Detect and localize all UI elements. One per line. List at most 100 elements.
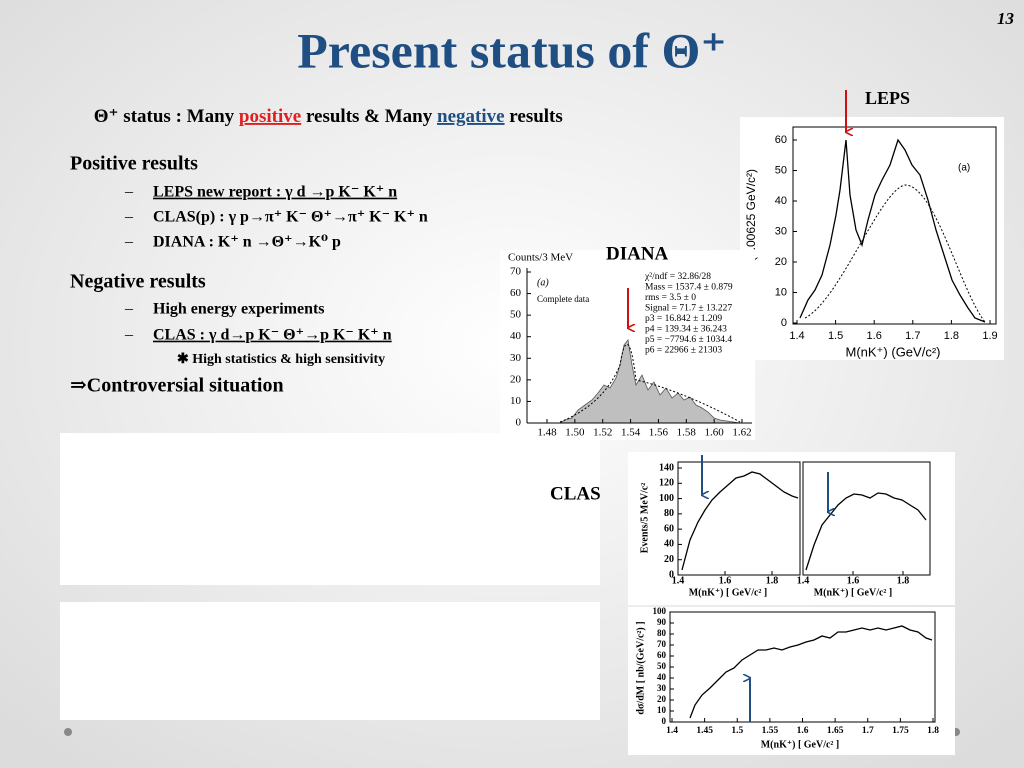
x-tick-label: 1.54	[621, 427, 641, 439]
x-tick-label: 1.58	[677, 427, 697, 439]
y-tick-label: 10	[657, 705, 667, 715]
y-tick-label: 60	[510, 287, 522, 299]
y-tick-label: 50	[775, 164, 787, 176]
fit-curve	[559, 343, 741, 423]
y-tick-label: 0	[781, 317, 787, 329]
figure-frame	[740, 117, 1004, 360]
x-tick-label: 1.7	[905, 330, 920, 342]
status-part: Θ⁺ status : Many	[94, 106, 239, 127]
fit-parameter: p3 = 16.842 ± 1.209	[645, 314, 722, 324]
fit-parameter: Signal = 71.7 ± 13.227	[645, 304, 732, 314]
fit-parameter: rms = 3.5 ± 0	[645, 293, 696, 303]
y-tick-label: 70	[657, 639, 667, 649]
x-tick-label: 1.75	[892, 726, 909, 736]
heading: Positive results	[70, 153, 198, 175]
y-tick-label: 30	[657, 683, 667, 693]
x-tick-label: 1.6	[847, 575, 860, 586]
y-tick-label: 20	[657, 694, 667, 704]
axes	[802, 461, 931, 576]
item: CLAS : γ d→p K⁻ Θ⁺→p K⁻ K⁺ n	[153, 327, 392, 344]
dash: –	[124, 301, 134, 318]
data-trace	[689, 625, 933, 719]
y-tick-label: 40	[664, 539, 674, 550]
negative-word: negative	[437, 106, 505, 127]
x-tick-label: 1.4	[797, 575, 810, 586]
y-tick-label: 30	[775, 225, 787, 237]
y-tick-label: 40	[775, 195, 787, 207]
x-axis-label: M(nK⁺) [ GeV/c² ]	[689, 587, 768, 598]
y-tick-label: 60	[775, 134, 787, 146]
x-tick-label: 1.4	[672, 575, 685, 586]
dash: –	[124, 234, 134, 251]
y-tick-label: 60	[664, 523, 674, 534]
positive-word: positive	[239, 106, 301, 127]
y-tick-label: 20	[664, 554, 674, 565]
y-tick-label: 80	[664, 508, 674, 519]
x-tick-label: 1.52	[593, 427, 612, 439]
x-tick-label: 1.6	[719, 575, 732, 586]
x-tick-label: 1.65	[827, 726, 844, 736]
dash: –	[124, 184, 134, 201]
x-tick-label: 1.45	[696, 726, 713, 736]
axes	[792, 126, 997, 325]
item: LEPS new report : γ d →p K⁻ K⁺ n	[153, 184, 397, 201]
x-tick-label: 1.50	[565, 427, 585, 439]
x-tick-label: 1.6	[867, 330, 882, 342]
y-tick-label: 10	[775, 286, 787, 298]
histogram	[527, 339, 741, 424]
fit-parameter: p6 = 22966 ± 21303	[645, 346, 722, 356]
y-tick-label: 0	[516, 417, 522, 429]
dash: –	[124, 327, 134, 344]
fit-curve	[804, 184, 986, 323]
panel-label: (a)	[958, 163, 970, 174]
x-tick-label: 1.5	[731, 726, 743, 736]
x-tick-label: 1.8	[927, 726, 939, 736]
panel-label: (a)	[537, 277, 549, 288]
x-tick-label: 1.4	[666, 726, 678, 736]
x-tick-label: 1.48	[537, 427, 557, 439]
x-axis-label: M(nK⁺) [ GeV/c² ]	[814, 587, 893, 598]
y-tick-label: 90	[657, 617, 667, 627]
y-tick-label: 20	[775, 256, 787, 268]
data-trace	[805, 492, 927, 571]
x-axis-label: M(nK⁺) (GeV/c²)	[846, 344, 941, 359]
x-tick-label: 1.7	[862, 726, 874, 736]
x-tick-label: 1.56	[649, 427, 669, 439]
x-axis-label: M(nK⁺) [ GeV/c² ]	[761, 739, 840, 750]
dot	[64, 728, 72, 736]
x-tick-label: 1.6	[797, 726, 809, 736]
conclusion: ⇒Controversial situation	[70, 375, 284, 397]
y-tick-label: 100	[653, 606, 667, 616]
heading: Negative results	[70, 271, 206, 293]
y-tick-label: 140	[659, 462, 674, 473]
data-trace	[799, 138, 986, 323]
y-tick-label: 30	[510, 352, 522, 364]
fit-parameter: Mass = 1537.4 ± 0.879	[645, 283, 733, 293]
x-tick-label: 1.60	[705, 427, 725, 439]
y-tick-label: 50	[510, 309, 522, 321]
y-tick-label: 20	[510, 373, 522, 385]
figure-frame	[628, 607, 955, 755]
item: High energy experiments	[153, 301, 325, 318]
y-tick-label: 120	[659, 478, 674, 489]
status-line: Θ⁺ status : Many positive results & Many…	[70, 106, 577, 127]
x-tick-label: 1.62	[732, 427, 751, 439]
x-tick-label: 1.8	[897, 575, 910, 586]
item: CLAS(p) : γ p→π⁺ K⁻ Θ⁺→π⁺ K⁻ K⁺ n	[153, 209, 428, 226]
data-trace	[681, 471, 799, 571]
x-tick-label: 1.5	[828, 330, 843, 342]
x-tick-label: 1.8	[944, 330, 959, 342]
y-axis-label: Counts/3 MeV	[508, 252, 573, 264]
y-axis-label: dσ/dM [ nb/(GeV/c²) ]	[635, 621, 646, 714]
blank-box	[60, 602, 600, 720]
y-tick-label: 100	[659, 493, 674, 504]
y-tick-label: 70	[510, 266, 522, 278]
x-tick-label: 1.8	[766, 575, 779, 586]
x-tick-label: 1.55	[762, 726, 779, 736]
y-tick-label: 80	[657, 628, 667, 638]
x-tick-label: 1.4	[789, 330, 804, 342]
subset-label: Complete data	[537, 294, 589, 304]
y-tick-label: 0	[669, 569, 674, 580]
y-tick-label: 0	[662, 716, 667, 726]
